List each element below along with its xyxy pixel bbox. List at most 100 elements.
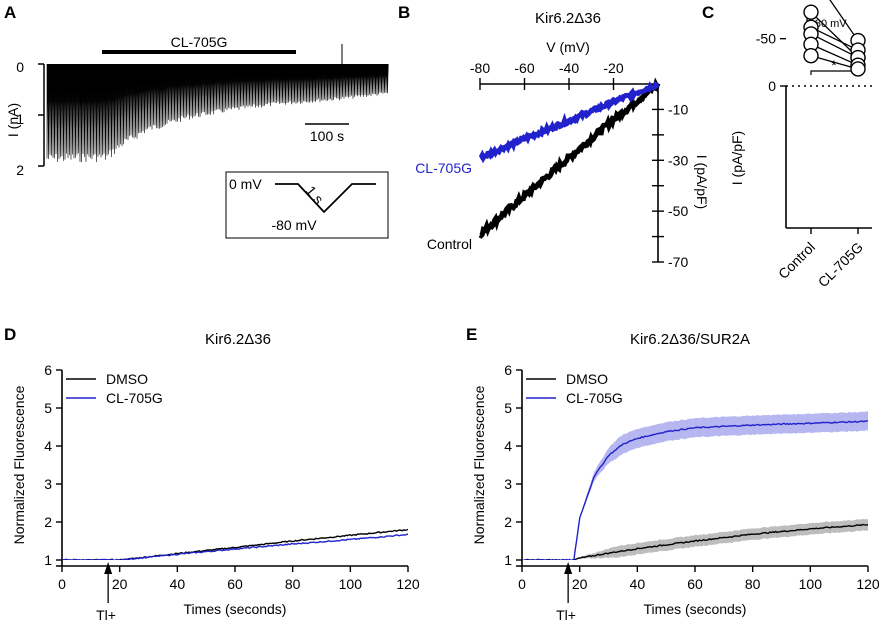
panel-a-current-trace <box>46 63 389 163</box>
panel-e-cl705g-error-band <box>524 411 868 560</box>
panel-d-y-tick-label: 6 <box>44 362 52 378</box>
panel-a-ytick: 2 <box>16 162 24 178</box>
panel-b: B Kir6.2Δ36 V (mV) -80 -60 -40 -20 -10 -30 -50… <box>398 3 710 270</box>
panel-e-legend-cl705g: CL-705G <box>566 390 623 406</box>
panel-e-y-tick-label: 3 <box>504 476 512 492</box>
panel-d-legend-dmso: DMSO <box>106 371 148 387</box>
panel-e-x-tick-label: 20 <box>572 576 588 592</box>
panel-e-tl-arrow <box>564 562 573 603</box>
panel-a-ytick: 1 <box>16 111 24 127</box>
panel-e-ylabel: Normalized Fluorescence <box>471 385 487 544</box>
panel-c: C I-80 mV 0-50-100-150 I (pA/pF) * Contr… <box>702 0 876 290</box>
inset-hold-label: 0 mV <box>229 176 262 192</box>
panel-d-y-tick-label: 5 <box>44 400 52 416</box>
panel-d-tl-arrow <box>104 562 113 603</box>
panel-c-y-tick-label: -50 <box>756 31 776 47</box>
panel-d-legend-cl705g: CL-705G <box>106 390 163 406</box>
inset-min-label: -80 mV <box>271 217 317 233</box>
inset-ramp-waveform <box>275 183 376 214</box>
panel-e-y-tick-label: 5 <box>504 400 512 416</box>
panel-c-pair-line <box>829 0 859 41</box>
panel-a-y-axis <box>38 63 45 167</box>
panel-e-x-tick-label: 120 <box>856 576 880 592</box>
panel-d-dmso-line <box>62 528 408 560</box>
panel-c-pair-line <box>810 55 859 70</box>
panel-c-letter: C <box>702 3 714 22</box>
panel-e-x-tick-label: 80 <box>745 576 761 592</box>
panel-b-y-tick-label: -30 <box>668 152 688 168</box>
panel-c-significance: * <box>831 57 837 73</box>
panel-d-x-tick-label: 80 <box>285 576 301 592</box>
panel-a-drug-label: CL-705G <box>171 34 228 50</box>
panel-d-y-tick-label: 3 <box>44 476 52 492</box>
panel-c-cl705g-point <box>850 61 866 77</box>
panel-b-drug-label: CL-705G <box>415 160 472 176</box>
panel-b-x-tick-label: -80 <box>470 60 490 76</box>
panel-b-y-tick-label: -50 <box>668 203 688 219</box>
panel-a-letter: A <box>4 3 16 22</box>
panel-a-ytick: 0 <box>16 59 24 75</box>
panel-e-cl705g-line <box>522 420 868 560</box>
panel-c-axes: 0-50-100-150 <box>756 31 876 234</box>
panel-e-dmso-line <box>522 523 868 560</box>
panel-b-axes: -80 -60 -40 -20 -10 -30 -50 -70 <box>470 60 689 270</box>
panel-e-dmso-error-band <box>522 518 868 560</box>
panel-d-x-tick-label: 0 <box>58 576 66 592</box>
panel-a-ylabel: I (nA) <box>5 103 21 137</box>
panel-d-legend: DMSO CL-705G <box>66 371 163 406</box>
panel-e-title: Kir6.2Δ36/SUR2A <box>630 331 750 348</box>
panel-e-xlabel: Times (seconds) <box>644 601 747 617</box>
panel-c-control-point <box>803 48 819 64</box>
panel-b-x-tick-label: -60 <box>514 60 534 76</box>
panel-d-x-tick-label: 120 <box>396 576 420 592</box>
panel-d-y-tick-label: 4 <box>44 438 52 454</box>
panel-b-title: Kir6.2Δ36 <box>535 10 601 27</box>
panel-c-pair-line <box>810 43 859 66</box>
panel-a-scale-label: 100 s <box>310 128 344 144</box>
panel-e-x-tick-label: 40 <box>630 576 646 592</box>
panel-b-y-tick-label: -10 <box>668 101 688 117</box>
panel-d-tl-label: Tl+ <box>96 607 116 623</box>
panel-c-paired-points <box>803 0 866 77</box>
panel-d-x-tick-label: 100 <box>339 576 363 592</box>
panel-e-y-tick-label: 6 <box>504 362 512 378</box>
panel-b-x-tick-label: -20 <box>603 60 623 76</box>
panel-b-ylabel: I (pA/pF) <box>694 155 710 209</box>
panel-c-ylabel: I (pA/pF) <box>729 131 745 185</box>
panel-b-letter: B <box>398 3 410 22</box>
panel-c-pair-line <box>810 33 859 59</box>
panel-e-x-tick-label: 60 <box>687 576 703 592</box>
panel-c-pair-line <box>810 26 859 51</box>
panel-c-category-label: Control <box>775 239 818 282</box>
panel-d-x-tick-label: 40 <box>170 576 186 592</box>
panel-e-x-tick-label: 100 <box>799 576 823 592</box>
panel-c-pair-line <box>810 11 859 59</box>
panel-e-x-tick-label: 0 <box>518 576 526 592</box>
panel-c-category-label: CL-705G <box>815 239 866 290</box>
panel-c-control-point <box>803 4 819 20</box>
inset-duration-label: 1 s <box>303 182 327 207</box>
panel-e-tl-label: Tl+ <box>556 607 576 623</box>
panel-d-y-tick-label: 2 <box>44 514 52 530</box>
panel-d-title: Kir6.2Δ36 <box>205 331 271 348</box>
panel-e-arrow-head <box>564 562 573 574</box>
panel-e-legend: DMSO CL-705G <box>526 371 623 406</box>
panel-e-y-tick-label: 2 <box>504 514 512 530</box>
panel-d-ylabel: Normalized Fluorescence <box>11 385 27 544</box>
panel-b-y-tick-label: -70 <box>668 254 688 270</box>
panel-d-y-tick-label: 1 <box>44 552 52 568</box>
panel-b-control-trace <box>478 77 661 239</box>
panel-d-xlabel: Times (seconds) <box>184 601 287 617</box>
panel-d-cl705g-line <box>62 533 408 560</box>
panel-e-y-tick-label: 1 <box>504 552 512 568</box>
panel-b-cl705g-trace <box>478 81 660 164</box>
panel-b-control-label: Control <box>427 236 472 252</box>
panel-e-legend-dmso: DMSO <box>566 371 608 387</box>
panel-d-arrow-head <box>104 562 113 574</box>
panel-d-x-tick-label: 60 <box>227 576 243 592</box>
